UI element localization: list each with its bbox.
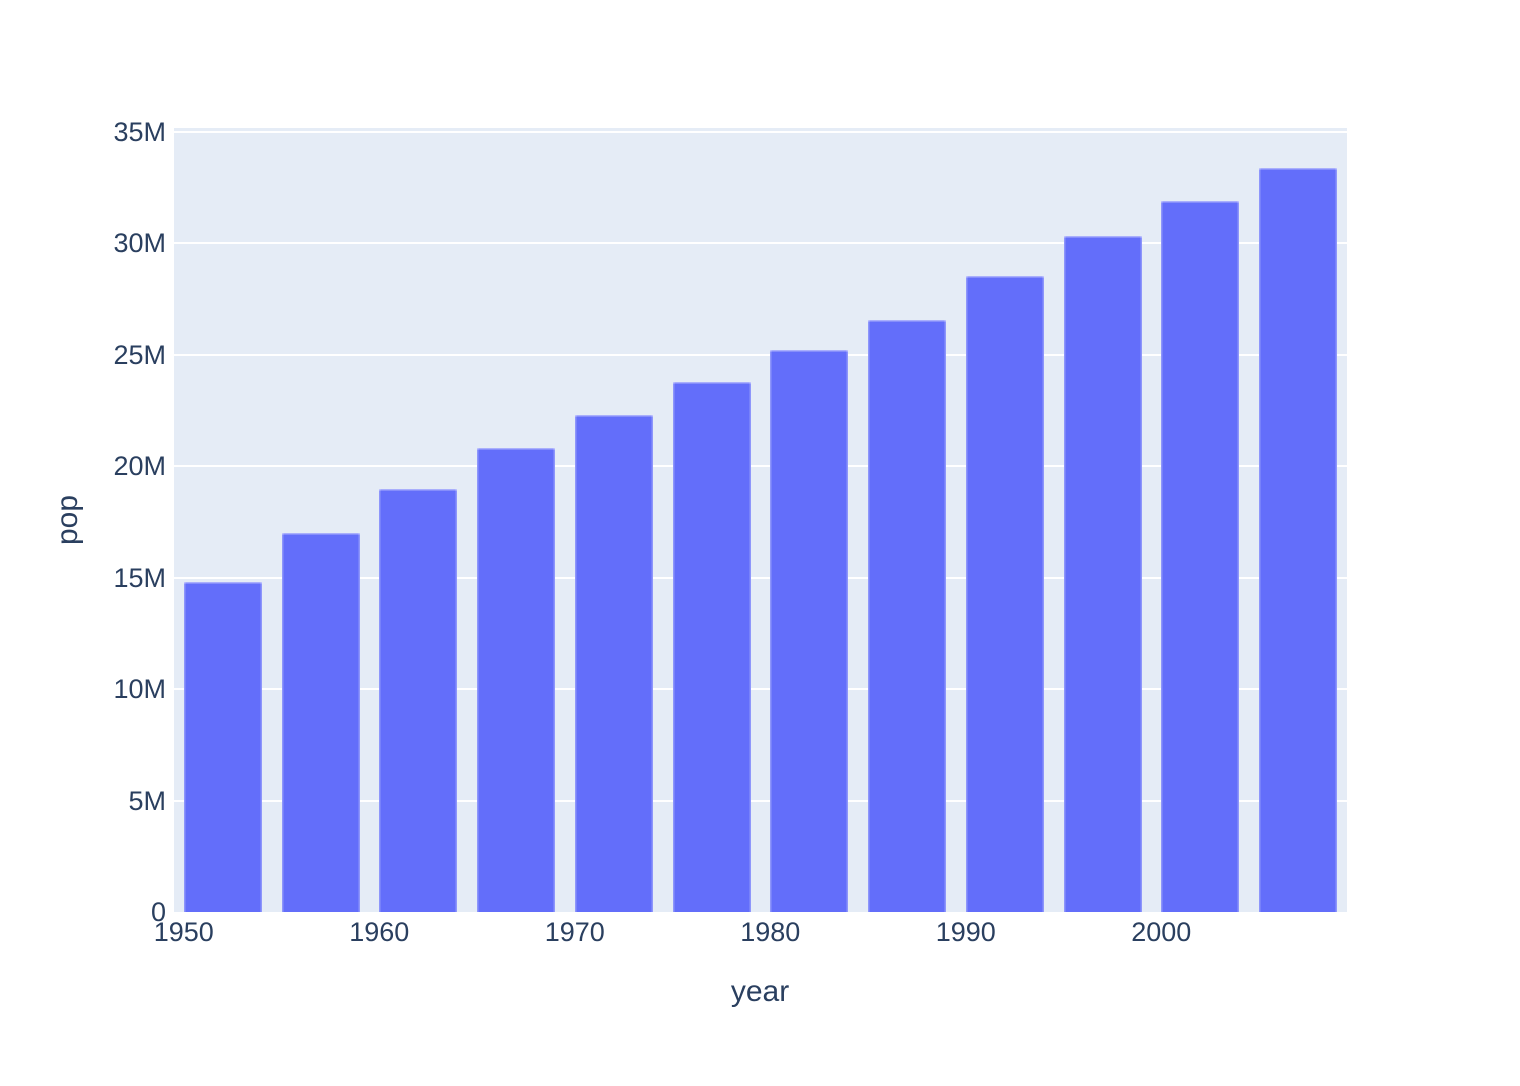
- bar-1952[interactable]: [183, 582, 262, 912]
- bar-1997[interactable]: [1063, 236, 1142, 912]
- gridline-10M: [174, 688, 1347, 691]
- gridline-25M: [174, 353, 1347, 356]
- x-tick-label-1970: 1970: [544, 917, 605, 947]
- x-tick-label-1950: 1950: [153, 917, 214, 947]
- x-tick-label-2000: 2000: [1131, 917, 1192, 947]
- bar-1982[interactable]: [770, 350, 849, 912]
- x-tick-label-1960: 1960: [349, 917, 410, 947]
- plot-area[interactable]: [174, 128, 1347, 912]
- x-axis-title: year: [730, 975, 790, 1008]
- bar-1977[interactable]: [672, 381, 751, 912]
- bar-2007[interactable]: [1259, 167, 1338, 912]
- y-tick-label-10M: 10M: [113, 674, 166, 705]
- bar-1987[interactable]: [868, 320, 947, 912]
- bar-1957[interactable]: [281, 532, 360, 912]
- y-tick-label-5M: 5M: [128, 785, 166, 816]
- gridline-30M: [174, 242, 1347, 245]
- y-tick-label-15M: 15M: [113, 562, 166, 593]
- bar-1962[interactable]: [379, 488, 458, 912]
- x-tick-label-1990: 1990: [935, 917, 996, 947]
- bar-1967[interactable]: [477, 447, 556, 912]
- x-tick-label-1980: 1980: [740, 917, 801, 947]
- y-tick-label-0: 0: [150, 897, 166, 927]
- bar-2002[interactable]: [1161, 200, 1240, 912]
- bar-1972[interactable]: [574, 415, 653, 912]
- y-tick-label-25M: 25M: [113, 339, 166, 370]
- y-axis-title: pop: [51, 494, 84, 546]
- bar-1992[interactable]: [965, 276, 1044, 912]
- y-tick-label-30M: 30M: [113, 228, 166, 259]
- gridline-20M: [174, 465, 1347, 468]
- y-tick-label-20M: 20M: [113, 451, 166, 482]
- gridline-5M: [174, 799, 1347, 802]
- y-tick-label-35M: 35M: [113, 116, 166, 147]
- gridline-15M: [174, 576, 1347, 579]
- gridline-35M: [174, 130, 1347, 133]
